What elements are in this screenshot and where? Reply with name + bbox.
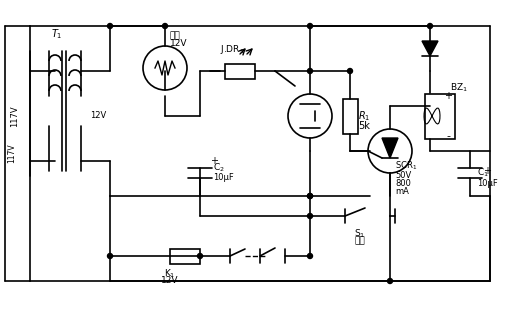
Bar [225, 64, 255, 79]
Text: C$_1$: C$_1$ [477, 167, 489, 179]
Text: 12V: 12V [170, 40, 187, 48]
Text: BZ$_1$: BZ$_1$ [450, 82, 468, 94]
Text: 5k: 5k [358, 121, 370, 131]
Bar [170, 249, 200, 263]
Text: C$_2$: C$_2$ [213, 162, 225, 174]
Text: 10μF: 10μF [213, 173, 234, 182]
Circle shape [427, 24, 433, 29]
Text: 12V: 12V [90, 112, 106, 121]
Circle shape [163, 24, 167, 29]
Text: mA: mA [395, 187, 409, 197]
Text: 12V: 12V [161, 276, 179, 285]
Circle shape [308, 24, 312, 29]
Circle shape [197, 253, 203, 258]
Circle shape [348, 69, 352, 74]
Text: 50V: 50V [395, 171, 411, 180]
Circle shape [387, 279, 393, 284]
Circle shape [108, 24, 112, 29]
Bar [425, 93, 455, 138]
Circle shape [308, 194, 312, 199]
Text: +: + [210, 156, 218, 166]
Text: +: + [444, 91, 452, 101]
Text: $R_1$: $R_1$ [358, 109, 370, 123]
Text: -: - [446, 131, 450, 141]
Text: 117V: 117V [7, 143, 16, 163]
Circle shape [308, 194, 312, 199]
Circle shape [308, 69, 312, 74]
Text: J.DR$_1$: J.DR$_1$ [220, 43, 245, 56]
Polygon shape [422, 41, 438, 56]
Circle shape [308, 213, 312, 218]
Text: +: + [483, 166, 491, 176]
Text: 800: 800 [395, 179, 411, 188]
Text: $T_1$: $T_1$ [51, 27, 63, 41]
Bar [342, 98, 358, 133]
Text: 10μF: 10μF [477, 178, 498, 187]
Text: 117V: 117V [10, 105, 19, 127]
Text: S$_1$: S$_1$ [354, 228, 365, 241]
Text: K$_1$: K$_1$ [164, 268, 176, 281]
Text: 常闭: 常闭 [354, 236, 365, 245]
Circle shape [108, 253, 112, 258]
Text: SCR$_1$: SCR$_1$ [395, 160, 417, 172]
Polygon shape [382, 138, 398, 158]
Circle shape [308, 253, 312, 258]
Text: 灯泡: 灯泡 [170, 32, 181, 41]
